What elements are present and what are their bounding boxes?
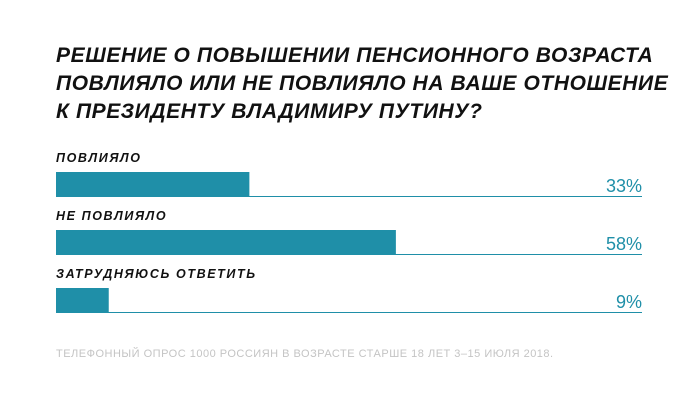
value-label: 33% <box>606 176 642 196</box>
category-label: ПОВЛИЯЛО <box>56 151 142 165</box>
bar-row: НЕ ПОВЛИЯЛО 58% <box>56 209 642 255</box>
chart-title-line: К ПРЕЗИДЕНТУ ВЛАДИМИРУ ПУТИНУ? <box>56 100 483 123</box>
value-label: 58% <box>606 234 642 254</box>
chart-title-line: ПОВЛИЯЛО ИЛИ НЕ ПОВЛИЯЛО НА ВАШЕ ОТНОШЕН… <box>56 72 669 95</box>
bar <box>56 230 396 254</box>
bar <box>56 172 250 196</box>
value-label: 9% <box>616 292 642 312</box>
chart-title: РЕШЕНИЕ О ПОВЫШЕНИИ ПЕНСИОННОГО ВОЗРАСТА… <box>56 42 676 126</box>
source-footnote: ТЕЛЕФОННЫЙ ОПРОС 1000 РОССИЯН В ВОЗРАСТЕ… <box>56 348 554 360</box>
bar-row: ЗАТРУДНЯЮСЬ ОТВЕТИТЬ 9% <box>56 267 642 313</box>
category-label: НЕ ПОВЛИЯЛО <box>56 209 167 223</box>
bar-row: ПОВЛИЯЛО 33% <box>56 151 642 197</box>
category-label: ЗАТРУДНЯЮСЬ ОТВЕТИТЬ <box>56 267 257 281</box>
chart-title-line: РЕШЕНИЕ О ПОВЫШЕНИИ ПЕНСИОННОГО ВОЗРАСТА <box>56 44 654 67</box>
bar <box>56 288 109 312</box>
